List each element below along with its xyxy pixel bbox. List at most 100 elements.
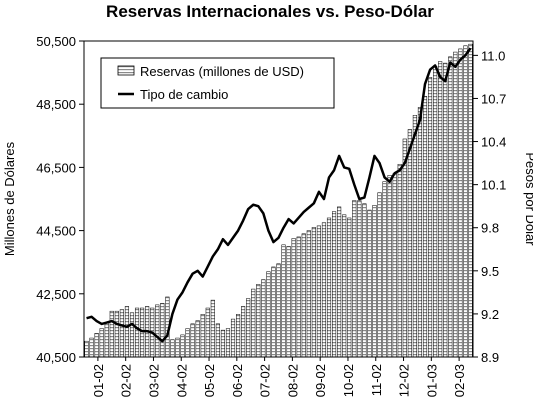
- bar: [417, 107, 423, 358]
- y-tick-label: 48,500: [36, 97, 76, 112]
- bar: [347, 217, 352, 358]
- bar: [306, 230, 311, 358]
- x-tick-label: 02-03: [452, 364, 467, 397]
- bar: [296, 236, 301, 358]
- y2-tick-label: 11.0: [481, 48, 505, 63]
- bar: [402, 138, 407, 358]
- bar: [195, 320, 200, 358]
- bar: [412, 115, 417, 358]
- bar: [276, 263, 281, 358]
- x-tick-label: 04-02: [174, 364, 189, 397]
- bar: [427, 77, 433, 358]
- x-tick-label: 06-02: [230, 364, 245, 397]
- bar: [134, 307, 140, 358]
- y2-tick-label: 10.1: [481, 178, 506, 193]
- bar: [185, 328, 190, 358]
- y-tick-label: 46,500: [36, 160, 76, 175]
- bar: [326, 217, 332, 358]
- bar: [392, 173, 397, 358]
- x-tick-label: 01-03: [424, 364, 439, 397]
- bar: [215, 323, 220, 358]
- y2-tick-label: 9.8: [481, 221, 499, 236]
- bar: [332, 211, 337, 358]
- bar: [155, 304, 160, 358]
- bar: [387, 175, 392, 358]
- bar: [140, 307, 145, 358]
- x-tick-label: 10-02: [341, 364, 356, 397]
- legend-bar-label: Reservas (millones de USD): [140, 64, 304, 79]
- bar: [463, 45, 468, 358]
- bar: [311, 227, 316, 358]
- chart-title: Reservas Internacionales vs. Peso-Dólar: [106, 2, 434, 21]
- x-axis-ticks: 01-02 02-02 03-02 04-02 05-02 06-02 07-02 08-02…: [91, 357, 467, 397]
- bar: [119, 309, 124, 358]
- legend-box: [100, 57, 335, 109]
- bar: [301, 233, 306, 358]
- y2-tick-label: 10.4: [481, 135, 506, 150]
- bar: [225, 328, 231, 358]
- bar: [316, 225, 321, 358]
- bar: [362, 203, 367, 358]
- bar: [160, 303, 165, 358]
- x-tick-label: 12-02: [397, 364, 412, 397]
- bar: [109, 310, 114, 358]
- legend-line-label: Tipo de cambio: [140, 87, 228, 102]
- y-axis-label: Millones de Dólares: [2, 141, 17, 256]
- bar: [230, 318, 236, 358]
- bar: [321, 222, 327, 358]
- bar: [357, 200, 362, 358]
- x-tick-label: 02-02: [119, 364, 134, 397]
- bar: [448, 56, 453, 358]
- bar: [236, 314, 241, 358]
- bar: [281, 244, 286, 358]
- left-axis-ticks: 40,500 42,500 44,500 46,500 48,500 50,500: [36, 34, 84, 365]
- bar: [190, 323, 195, 358]
- bar: [251, 288, 256, 358]
- bar: [438, 61, 443, 358]
- bar: [422, 96, 428, 358]
- bar: [342, 214, 347, 358]
- bar: [104, 321, 109, 358]
- y-tick-label: 42,500: [36, 287, 76, 302]
- bar: [84, 340, 89, 358]
- bar: [397, 163, 402, 358]
- x-tick-label: 03-02: [146, 364, 161, 397]
- x-tick-label: 09-02: [313, 364, 328, 397]
- bar: [175, 337, 180, 358]
- bar: [256, 284, 261, 358]
- bar: [433, 66, 438, 358]
- y2-tick-label: 10.7: [481, 91, 506, 106]
- legend-bar-swatch: [117, 65, 135, 76]
- bar: [210, 299, 215, 358]
- bar: [170, 339, 175, 358]
- bar: [99, 328, 104, 358]
- bar: [337, 206, 342, 358]
- bar: [241, 306, 246, 358]
- bar: [114, 310, 119, 358]
- x-tick-label: 07-02: [258, 364, 273, 397]
- y2-tick-label: 9.5: [481, 264, 499, 279]
- bar: [266, 271, 271, 358]
- bar: [94, 333, 99, 358]
- x-tick-label: 08-02: [285, 364, 300, 397]
- bar: [200, 314, 205, 358]
- bar: [129, 312, 135, 358]
- bar: [246, 298, 251, 358]
- bar: [458, 48, 463, 358]
- y-tick-label: 40,500: [36, 350, 76, 365]
- bar: [352, 200, 357, 358]
- bar: [180, 334, 185, 358]
- bar: [261, 279, 266, 358]
- bar: [124, 306, 130, 358]
- bar: [407, 129, 412, 358]
- bar: [382, 181, 387, 358]
- right-axis-ticks: 8.9 9.2 9.5 9.8 10.1 10.4 10.7 11.0: [473, 48, 506, 365]
- bar: [377, 192, 382, 358]
- plot-frame: [83, 40, 474, 358]
- bar: [291, 238, 296, 358]
- bar: [220, 329, 226, 358]
- x-tick-label: 05-02: [202, 364, 217, 397]
- y2-axis-label: Pesos por Dólar: [523, 152, 533, 246]
- x-tick-label: 01-02: [91, 364, 106, 397]
